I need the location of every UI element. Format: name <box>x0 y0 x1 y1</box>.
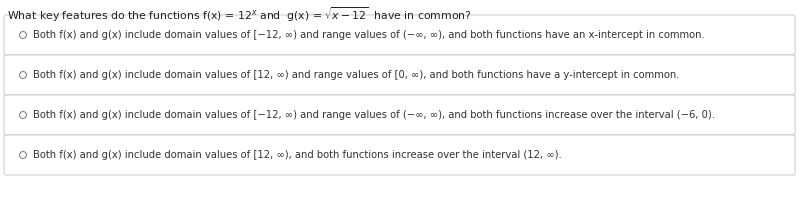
Text: Both f(x) and g(x) include domain values of [12, ∞), and both functions increase: Both f(x) and g(x) include domain values… <box>33 150 562 160</box>
Text: Both f(x) and g(x) include domain values of [12, ∞) and range values of [0, ∞), : Both f(x) and g(x) include domain values… <box>33 70 679 80</box>
Circle shape <box>19 112 26 118</box>
Text: Both f(x) and g(x) include domain values of [−12, ∞) and range values of (−∞, ∞): Both f(x) and g(x) include domain values… <box>33 110 715 120</box>
Circle shape <box>19 71 26 79</box>
FancyBboxPatch shape <box>4 15 795 55</box>
Text: What key features do the functions f(x) = $12^x$ and  g(x) = $\sqrt{x-12}$  have: What key features do the functions f(x) … <box>7 5 472 24</box>
Circle shape <box>19 32 26 38</box>
FancyBboxPatch shape <box>4 135 795 175</box>
Text: Both f(x) and g(x) include domain values of [−12, ∞) and range values of (−∞, ∞): Both f(x) and g(x) include domain values… <box>33 30 705 40</box>
FancyBboxPatch shape <box>4 95 795 135</box>
FancyBboxPatch shape <box>4 55 795 95</box>
Circle shape <box>19 151 26 159</box>
